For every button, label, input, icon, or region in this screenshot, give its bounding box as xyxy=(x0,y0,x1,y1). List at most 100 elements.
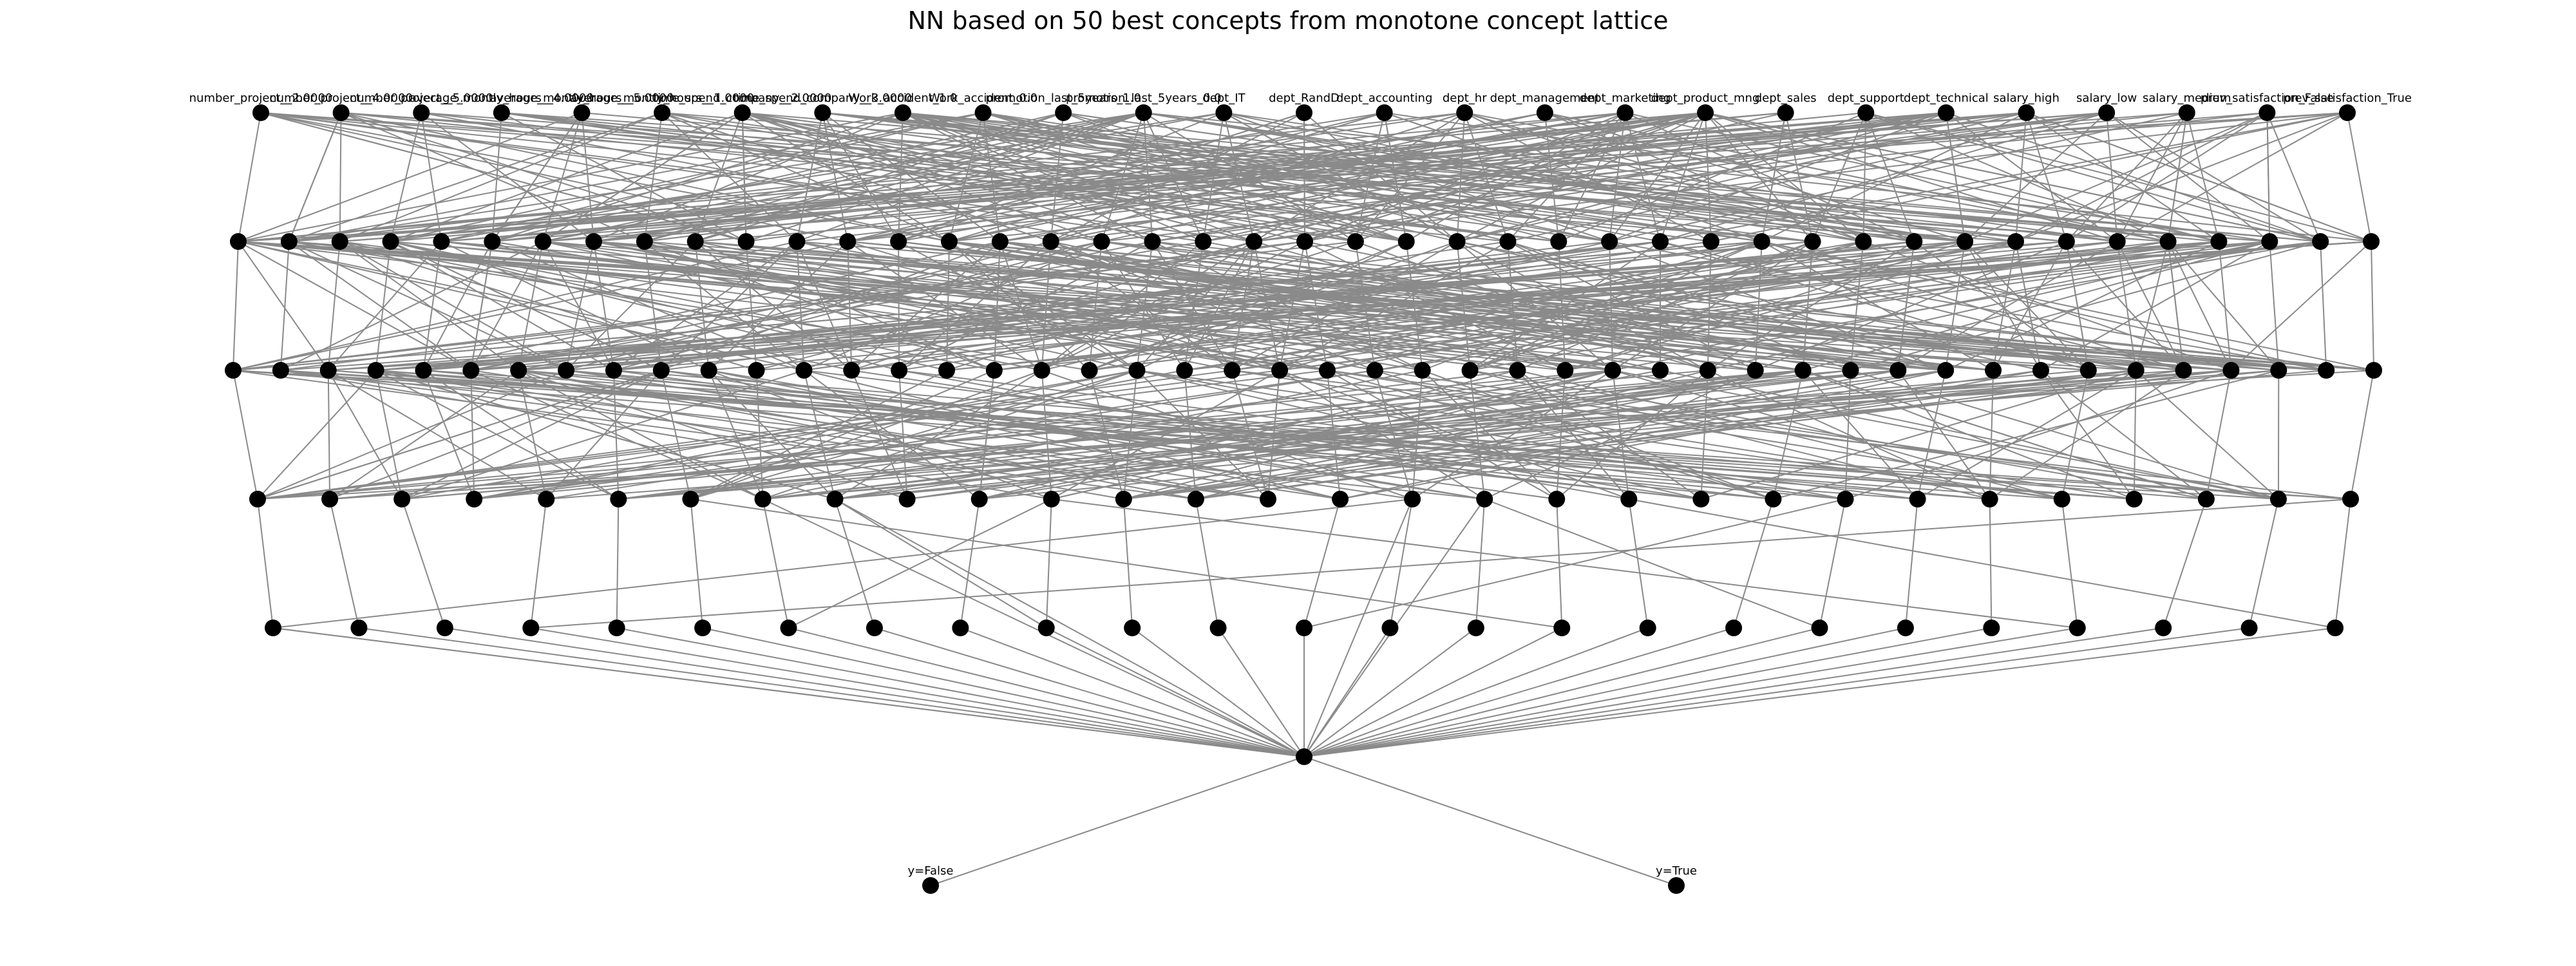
edge xyxy=(2320,242,2326,370)
hidden-node xyxy=(1553,620,1570,636)
hidden-node xyxy=(2210,233,2227,250)
hidden-node xyxy=(281,233,298,250)
hidden-node xyxy=(827,491,844,507)
edge xyxy=(2269,242,2278,370)
edge xyxy=(875,628,1304,757)
hidden-node xyxy=(1224,362,1240,379)
hidden-node xyxy=(265,620,281,636)
edge xyxy=(518,370,1701,499)
hidden-node xyxy=(2054,491,2070,507)
hidden-node xyxy=(891,362,907,379)
hidden-node xyxy=(1956,233,1973,250)
edge xyxy=(328,370,402,499)
hidden-node xyxy=(535,233,551,250)
input-node xyxy=(2259,104,2275,121)
hidden-node xyxy=(1937,362,1954,379)
hidden-node xyxy=(2342,491,2359,507)
hidden-node xyxy=(272,362,289,379)
hidden-node xyxy=(843,362,860,379)
input-node-label: dept_technical xyxy=(1904,91,1989,105)
edge xyxy=(402,499,445,628)
edge xyxy=(273,628,1304,757)
edge xyxy=(2163,499,2206,628)
edge xyxy=(931,757,1304,886)
input-node xyxy=(1055,104,1072,121)
hidden-node xyxy=(1296,620,1312,636)
hidden-node xyxy=(1398,233,1415,250)
hidden-node xyxy=(839,233,856,250)
hidden-node xyxy=(1271,362,1288,379)
hidden-node xyxy=(1620,491,1637,507)
hidden-node xyxy=(350,620,367,636)
hidden-node xyxy=(738,233,755,250)
edge xyxy=(960,628,1304,757)
edge xyxy=(1866,113,2371,242)
hidden-node xyxy=(1652,233,1669,250)
hidden-node xyxy=(437,620,453,636)
hidden-node xyxy=(462,362,479,379)
edge xyxy=(258,499,273,628)
hidden-node xyxy=(1509,362,1526,379)
hidden-node xyxy=(1210,620,1227,636)
hidden-node xyxy=(1128,362,1145,379)
hidden-node xyxy=(2128,362,2145,379)
input-node xyxy=(895,104,911,121)
input-node xyxy=(1697,104,1714,121)
edge xyxy=(789,628,1305,757)
input-node xyxy=(413,104,430,121)
hidden-node xyxy=(1897,620,1914,636)
hidden-node xyxy=(890,233,907,250)
hidden-node xyxy=(781,620,797,636)
edge xyxy=(2335,499,2351,628)
hidden-node xyxy=(1367,362,1383,379)
input-node xyxy=(1857,104,1874,121)
edge xyxy=(1304,757,1676,886)
hidden-node xyxy=(986,362,1003,379)
edge xyxy=(471,370,474,499)
input-node xyxy=(1616,104,1633,121)
hidden-node xyxy=(1906,233,1922,250)
edge xyxy=(1476,499,1484,628)
input-node xyxy=(814,104,831,121)
hidden-node xyxy=(1795,362,1812,379)
edge xyxy=(2351,370,2374,499)
edge xyxy=(1052,499,2078,628)
hidden-node xyxy=(1855,233,1871,250)
hidden-node xyxy=(1468,620,1484,636)
hidden-node xyxy=(1889,362,1906,379)
hidden-node xyxy=(1081,362,1098,379)
hidden-node xyxy=(1038,620,1055,636)
hidden-node xyxy=(1034,362,1050,379)
edge xyxy=(1304,499,1340,628)
input-node-label: dept_support xyxy=(1828,91,1904,105)
hidden-node xyxy=(2365,362,2382,379)
output-node-label: y=True xyxy=(1656,864,1697,878)
edge xyxy=(1375,370,2278,499)
hidden-node xyxy=(415,362,431,379)
hidden-node xyxy=(610,491,627,507)
edge xyxy=(617,499,619,628)
hidden-node xyxy=(433,233,450,250)
input-node-label: salary_high xyxy=(1993,91,2060,105)
hidden-node xyxy=(899,491,916,507)
hidden-node xyxy=(2241,620,2258,636)
edge xyxy=(233,242,238,370)
hidden-node xyxy=(1124,620,1141,636)
hidden-node xyxy=(1115,491,1132,507)
hidden-node xyxy=(2069,620,2086,636)
edge xyxy=(1218,628,1304,757)
hidden-node xyxy=(1548,491,1565,507)
edge xyxy=(2206,370,2231,499)
hidden-node xyxy=(1094,233,1110,250)
input-node xyxy=(1215,104,1232,121)
input-node-label: dept_product_mng xyxy=(1651,91,1760,105)
edge xyxy=(1820,499,1846,628)
hidden-node xyxy=(2270,362,2287,379)
hidden-node xyxy=(1347,233,1364,250)
hidden-node xyxy=(510,362,527,379)
hidden-node xyxy=(585,233,602,250)
hidden-node xyxy=(1604,362,1621,379)
hidden-node xyxy=(795,362,812,379)
hidden-node xyxy=(866,620,883,636)
edge xyxy=(1304,628,2335,757)
